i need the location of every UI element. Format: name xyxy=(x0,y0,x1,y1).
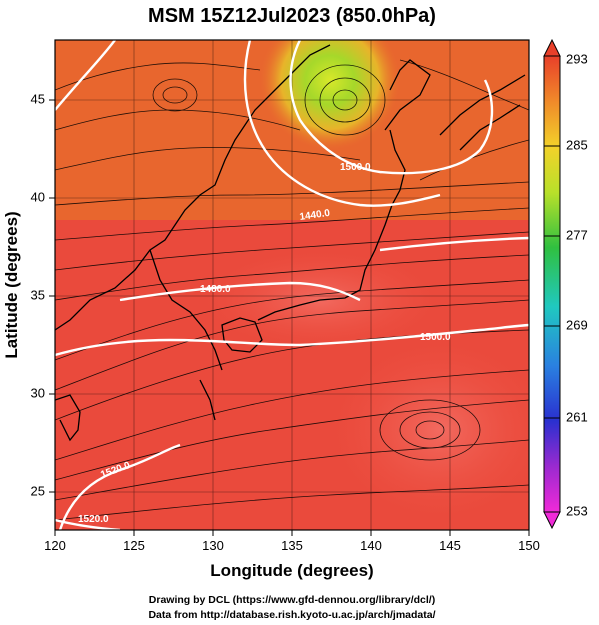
contour-label-1500: 1500.0 xyxy=(420,332,451,343)
y-tick-label: 40 xyxy=(31,189,45,204)
contour-label-1480: 1480.0 xyxy=(200,284,231,295)
colorbar-tick-label: 269 xyxy=(566,317,588,332)
colorbar-tick-label: 285 xyxy=(566,137,588,152)
y-tick-label: 35 xyxy=(31,287,45,302)
contour-1440 xyxy=(243,40,441,207)
contour-1520-east xyxy=(379,236,529,252)
lat-lon-grid xyxy=(55,40,529,530)
y-tick-label: 45 xyxy=(31,91,45,106)
footer-credit-data: Data from http://database.rish.kyoto-u.a… xyxy=(148,609,435,621)
x-tick-marks xyxy=(54,530,530,536)
colorbar-top-arrow xyxy=(543,38,561,57)
x-tick-label: 135 xyxy=(281,538,303,553)
contour-1500 xyxy=(55,323,529,357)
contour-label-1500-north: 1500.0 xyxy=(340,162,371,173)
y-tick-marks xyxy=(49,99,55,493)
colorbar-tick-label: 253 xyxy=(566,503,588,518)
contour-1500-north xyxy=(289,40,494,175)
cool-anomaly-north xyxy=(260,40,400,150)
colorbar-bottom-arrow xyxy=(543,511,561,530)
x-tick-label: 120 xyxy=(44,538,66,553)
contour-label-1440: 1440.0 xyxy=(299,208,331,223)
colorbar-ramp xyxy=(543,55,561,513)
colorbar-tick-label: 277 xyxy=(566,227,588,242)
x-tick-label: 145 xyxy=(439,538,461,553)
y-tick-label: 30 xyxy=(31,385,45,400)
map-field: 1440.0 1500.0 1480.0 1500.0 1520.0 1520.… xyxy=(55,40,529,530)
x-tick-label: 140 xyxy=(360,538,382,553)
contour-1520-south xyxy=(58,443,181,530)
y-axis-label: Latitude (degrees) xyxy=(2,211,21,358)
x-tick-label: 130 xyxy=(202,538,224,553)
warm-anomaly-southeast xyxy=(330,340,529,520)
wind-streamlines xyxy=(55,59,529,521)
contour-1480 xyxy=(119,281,361,302)
colorbar-tick-label: 261 xyxy=(566,409,588,424)
contour-1480-west xyxy=(55,40,116,111)
y-tick-label: 25 xyxy=(31,483,45,498)
colorbar: 293 285 277 269 261 253 xyxy=(543,38,588,530)
x-tick-label: 125 xyxy=(123,538,145,553)
x-tick-label: 150 xyxy=(518,538,540,553)
height-contours xyxy=(55,40,529,530)
footer-credit-drawing: Drawing by DCL (https://www.gfd-dennou.o… xyxy=(149,594,435,606)
contour-label-1520-edge: 1520.0 xyxy=(78,514,109,525)
figure-title: MSM 15Z12Jul2023 (850.0hPa) xyxy=(148,5,436,27)
x-axis-label: Longitude (degrees) xyxy=(210,561,373,580)
colorbar-tick-label: 293 xyxy=(566,51,588,66)
